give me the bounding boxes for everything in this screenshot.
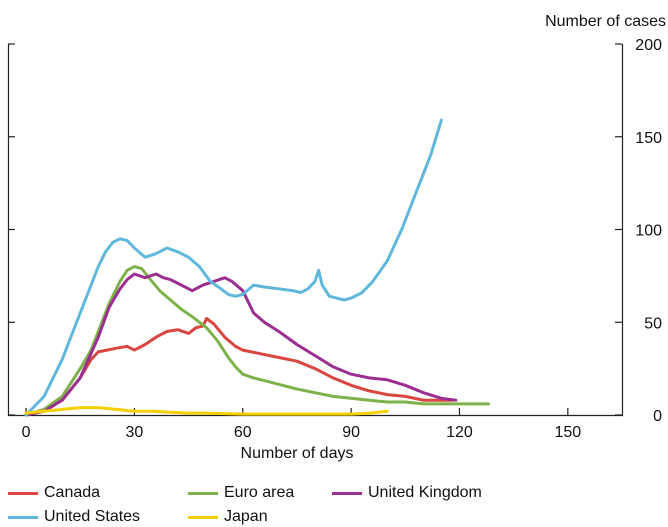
x-tick-label-30: 30 bbox=[126, 424, 144, 441]
legend-item-united-kingdom: United Kingdom bbox=[332, 484, 482, 502]
legend-item-canada: Canada bbox=[8, 484, 100, 502]
legend-label-united-kingdom: United Kingdom bbox=[368, 484, 482, 501]
axes bbox=[7, 44, 624, 417]
y-tick-label-150: 150 bbox=[635, 130, 662, 147]
series-line-united-kingdom bbox=[24, 272, 458, 417]
legend-swatch-japan bbox=[188, 515, 218, 519]
x-tick-label-90: 90 bbox=[342, 424, 360, 441]
legend-swatch-united-kingdom bbox=[332, 491, 362, 495]
legend-label-canada: Canada bbox=[44, 484, 101, 501]
legend-item-united-states: United States bbox=[8, 508, 140, 526]
series-line-canada bbox=[24, 317, 454, 417]
legend-swatch-united-states bbox=[8, 515, 38, 519]
y-tick-label-100: 100 bbox=[635, 223, 662, 240]
legend-item-japan: Japan bbox=[188, 508, 268, 526]
x-tick-label-0: 0 bbox=[22, 424, 31, 441]
x-tick-label-150: 150 bbox=[554, 424, 581, 441]
legend-label-euro-area: Euro area bbox=[224, 484, 295, 501]
legend-label-japan: Japan bbox=[224, 508, 268, 525]
legend-item-euro-area: Euro area bbox=[188, 484, 294, 502]
ticks bbox=[8, 43, 622, 416]
legend-swatch-canada bbox=[8, 491, 38, 495]
series-line-united-states bbox=[24, 118, 443, 417]
y-axis-label: Number of cases bbox=[545, 13, 666, 30]
legend-label-united-states: United States bbox=[44, 508, 141, 525]
tick-labels: 0 30 60 90 120 150 0 50 100 150 200 bbox=[22, 37, 662, 441]
x-tick-label-60: 60 bbox=[234, 424, 252, 441]
y-tick-label-0: 0 bbox=[653, 408, 662, 425]
y-tick-label-200: 200 bbox=[635, 37, 662, 54]
legend-swatch-euro-area bbox=[188, 491, 218, 495]
y-tick-label-50: 50 bbox=[644, 315, 662, 332]
x-tick-label-120: 120 bbox=[446, 424, 473, 441]
series-lines bbox=[24, 118, 490, 417]
x-axis-label: Number of days bbox=[241, 445, 354, 462]
series-line-japan bbox=[24, 406, 389, 416]
